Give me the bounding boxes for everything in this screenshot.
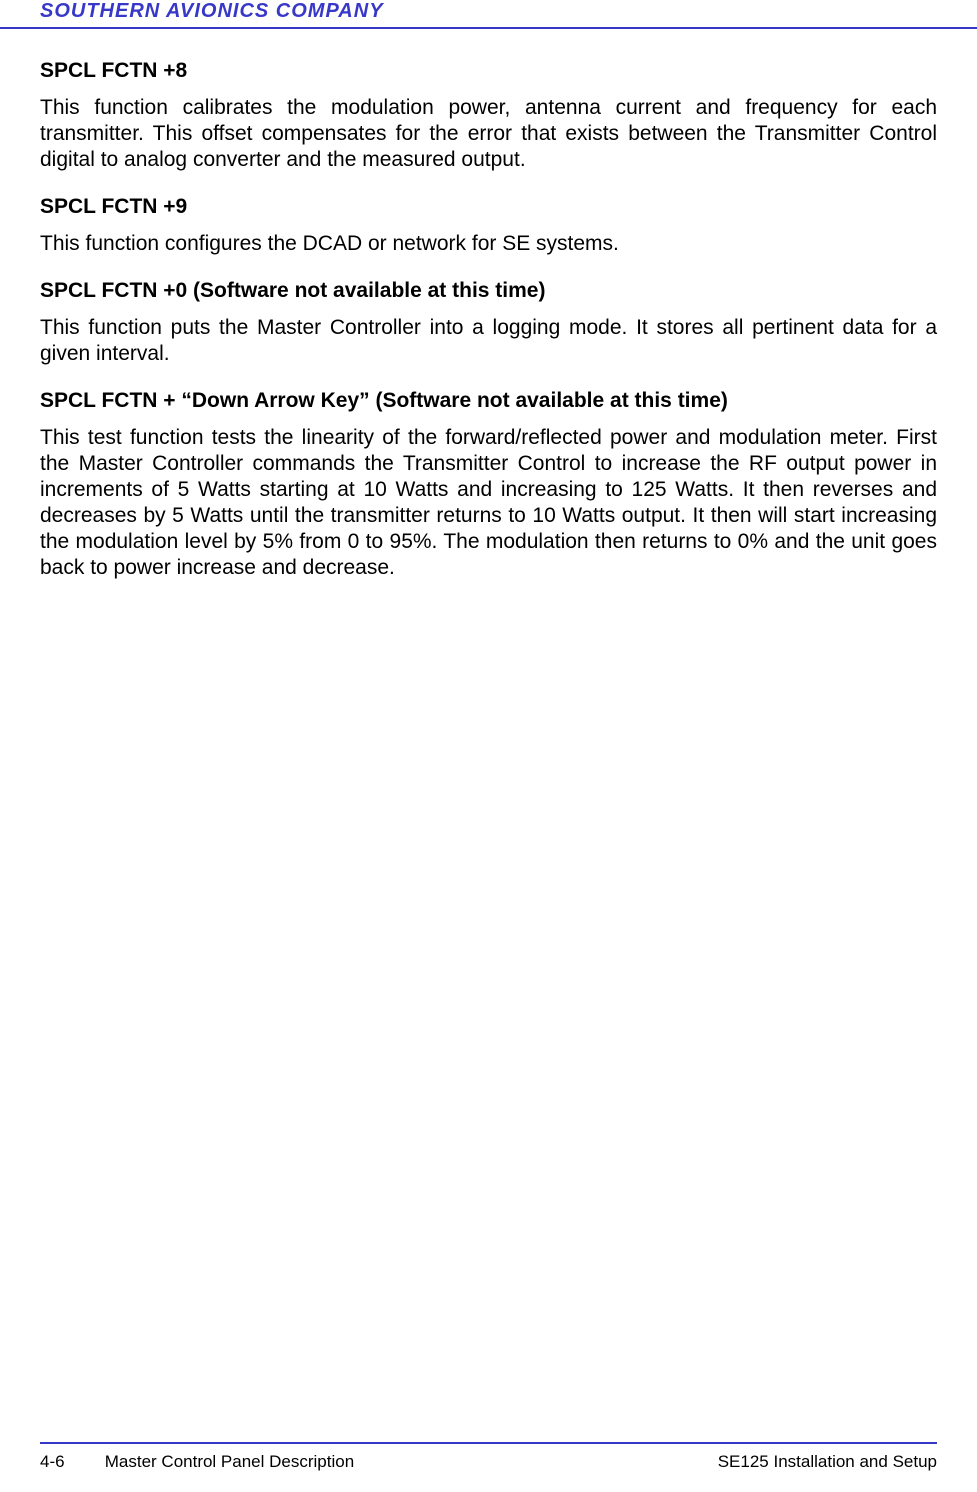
footer-line: 4-6 Master Control Panel Description SE1… xyxy=(40,1442,937,1472)
page: SOUTHERN AVIONICS COMPANY SPCL FCTN +8 T… xyxy=(0,0,977,1492)
section-body: This function calibrates the modulation … xyxy=(40,95,937,173)
section-body: This function configures the DCAD or net… xyxy=(40,231,937,257)
page-content: SPCL FCTN +8 This function calibrates th… xyxy=(0,59,977,581)
footer-doc-title: SE125 Installation and Setup xyxy=(718,1452,937,1472)
section-heading: SPCL FCTN +9 xyxy=(40,195,937,219)
page-number: 4-6 xyxy=(40,1452,100,1472)
footer-section-title: Master Control Panel Description xyxy=(105,1452,354,1471)
company-name: SOUTHERN AVIONICS COMPANY xyxy=(40,0,937,27)
section-heading: SPCL FCTN +0 (Software not available at … xyxy=(40,279,937,303)
section-body: This function puts the Master Controller… xyxy=(40,315,937,367)
section-heading: SPCL FCTN + “Down Arrow Key” (Software n… xyxy=(40,389,937,413)
footer-left: 4-6 Master Control Panel Description xyxy=(40,1452,354,1472)
page-header: SOUTHERN AVIONICS COMPANY xyxy=(0,0,977,29)
page-footer: 4-6 Master Control Panel Description SE1… xyxy=(0,1442,977,1492)
section-body: This test function tests the linearity o… xyxy=(40,425,937,581)
section-heading: SPCL FCTN +8 xyxy=(40,59,937,83)
